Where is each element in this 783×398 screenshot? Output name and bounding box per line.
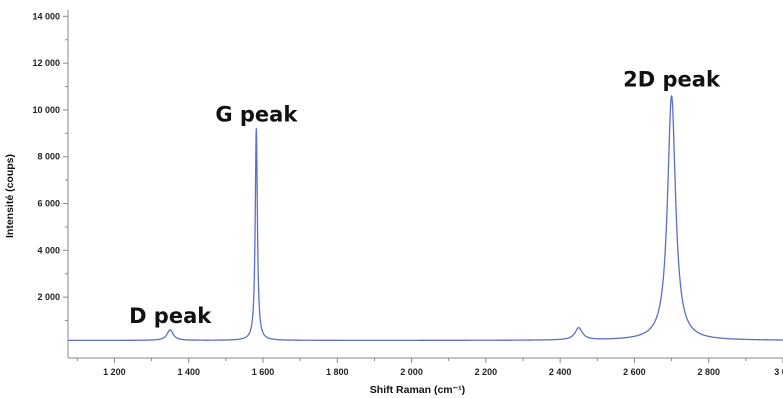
y-tick-group: 2 000 4 000 6 000 8 000 10 000 12 000 14 000	[32, 11, 68, 322]
x-tick-label: 2 200	[475, 367, 498, 377]
x-tick-label: 2 600	[623, 367, 646, 377]
x-tick-label: 1 800	[326, 367, 349, 377]
peak-annotation: D peak	[129, 304, 212, 328]
x-tick-label: 2 400	[549, 367, 572, 377]
peak-annotation: G peak	[215, 103, 298, 127]
y-tick-label: 4 000	[37, 245, 60, 255]
plot-group	[67, 95, 783, 342]
annotation-group: D peak G peak 2D peak	[129, 68, 721, 328]
spectrum-line	[67, 95, 783, 342]
x-tick-label: 1 600	[252, 367, 275, 377]
y-tick-label: 8 000	[37, 152, 60, 162]
axes	[67, 10, 783, 359]
x-tick-label: 1 200	[103, 367, 126, 377]
x-tick-label: 2 000	[400, 367, 423, 377]
y-axis-title: Intensité (coups)	[4, 154, 16, 238]
y-tick-label: 2 000	[37, 292, 60, 302]
y-tick-label: 12 000	[32, 58, 60, 68]
y-tick-label: 14 000	[32, 11, 60, 21]
peak-annotation: 2D peak	[623, 68, 721, 92]
y-tick-label: 6 000	[37, 199, 60, 209]
x-tick-label: 2 800	[697, 367, 720, 377]
x-tick-group: 1 200 1 400 1 600 1 800 2 000 2 200 2 400 2 600…	[76, 358, 783, 377]
x-axis-title: Shift Raman (cm⁻¹)	[370, 384, 465, 396]
x-tick-label: 1 400	[177, 367, 200, 377]
x-tick-label: 3 00	[774, 367, 783, 377]
y-tick-label: 10 000	[32, 105, 60, 115]
